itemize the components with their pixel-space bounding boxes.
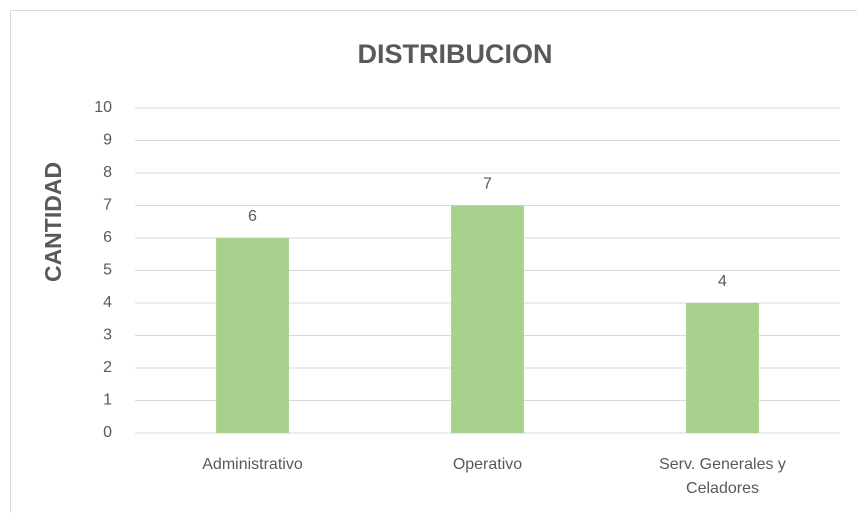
y-tick-label: 4 xyxy=(103,294,112,311)
y-tick-label: 3 xyxy=(103,327,112,344)
y-tick-label: 1 xyxy=(103,392,112,409)
y-axis-label: CANTIDAD xyxy=(40,162,66,282)
y-tick-label: 0 xyxy=(103,424,112,441)
data-label: 7 xyxy=(483,176,492,193)
x-tick-label: Operativo xyxy=(452,456,523,473)
data-label: 6 xyxy=(248,208,257,225)
x-tick-label: Administrativo xyxy=(202,456,303,473)
chart-border xyxy=(10,10,857,513)
data-label: 4 xyxy=(718,273,727,290)
bar xyxy=(686,303,759,433)
bar xyxy=(216,238,289,433)
y-tick-label: 2 xyxy=(103,359,112,376)
y-tick-label: 6 xyxy=(103,229,112,246)
chart-title: DISTRIBUCION xyxy=(358,39,553,69)
x-tick-label: Serv. Generales y Celadores xyxy=(659,456,786,497)
y-tick-label: 7 xyxy=(103,197,112,214)
y-tick-label: 5 xyxy=(103,262,112,279)
y-tick-label: 8 xyxy=(103,164,112,181)
bar xyxy=(451,205,524,433)
y-tick-label: 10 xyxy=(94,99,112,116)
y-tick-label: 9 xyxy=(103,132,112,149)
